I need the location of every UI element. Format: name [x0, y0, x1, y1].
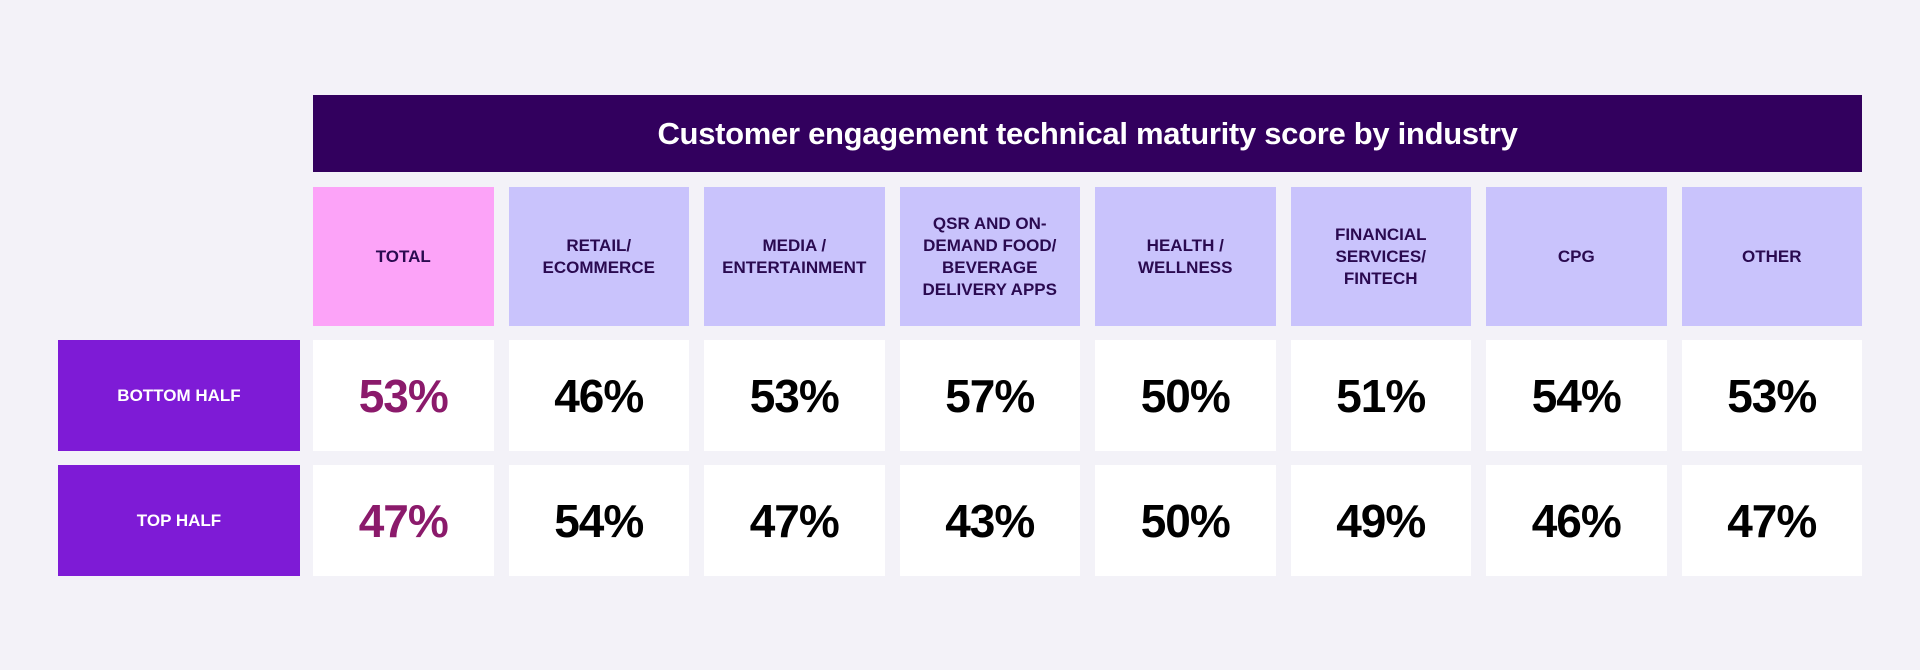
value-cell: 49% — [1290, 465, 1471, 576]
column-header: QSR AND ON- DEMAND FOOD/ BEVERAGE DELIVE… — [899, 187, 1080, 326]
value-cell: 47% — [704, 465, 885, 576]
column-header: MEDIA / ENTERTAINMENT — [704, 187, 885, 326]
value-cell: 50% — [1095, 465, 1276, 576]
table-title: Customer engagement technical maturity s… — [313, 95, 1862, 172]
column-header: HEALTH / WELLNESS — [1095, 187, 1276, 326]
value-cell: 47% — [1681, 465, 1862, 576]
value-cell: 53% — [1681, 340, 1862, 451]
value-cell: 53% — [704, 340, 885, 451]
column-header: OTHER — [1681, 187, 1862, 326]
column-header: FINANCIAL SERVICES/ FINTECH — [1290, 187, 1471, 326]
value-cell: 53% — [313, 340, 494, 451]
column-header: CPG — [1486, 187, 1667, 326]
value-cell: 57% — [899, 340, 1080, 451]
value-cell: 50% — [1095, 340, 1276, 451]
row-label-bottom-half: BOTTOM HALF — [58, 340, 300, 451]
value-cell: 46% — [1486, 465, 1667, 576]
row-label-top-half: TOP HALF — [58, 465, 300, 576]
value-cell: 54% — [508, 465, 689, 576]
maturity-table: TOTAL RETAIL/ ECOMMERCE MEDIA / ENTERTAINM… — [313, 187, 1862, 576]
value-cell: 47% — [313, 465, 494, 576]
value-cell: 46% — [508, 340, 689, 451]
value-cell: 51% — [1290, 340, 1471, 451]
value-cell: 54% — [1486, 340, 1667, 451]
column-header: TOTAL — [313, 187, 494, 326]
value-cell: 43% — [899, 465, 1080, 576]
column-header: RETAIL/ ECOMMERCE — [508, 187, 689, 326]
